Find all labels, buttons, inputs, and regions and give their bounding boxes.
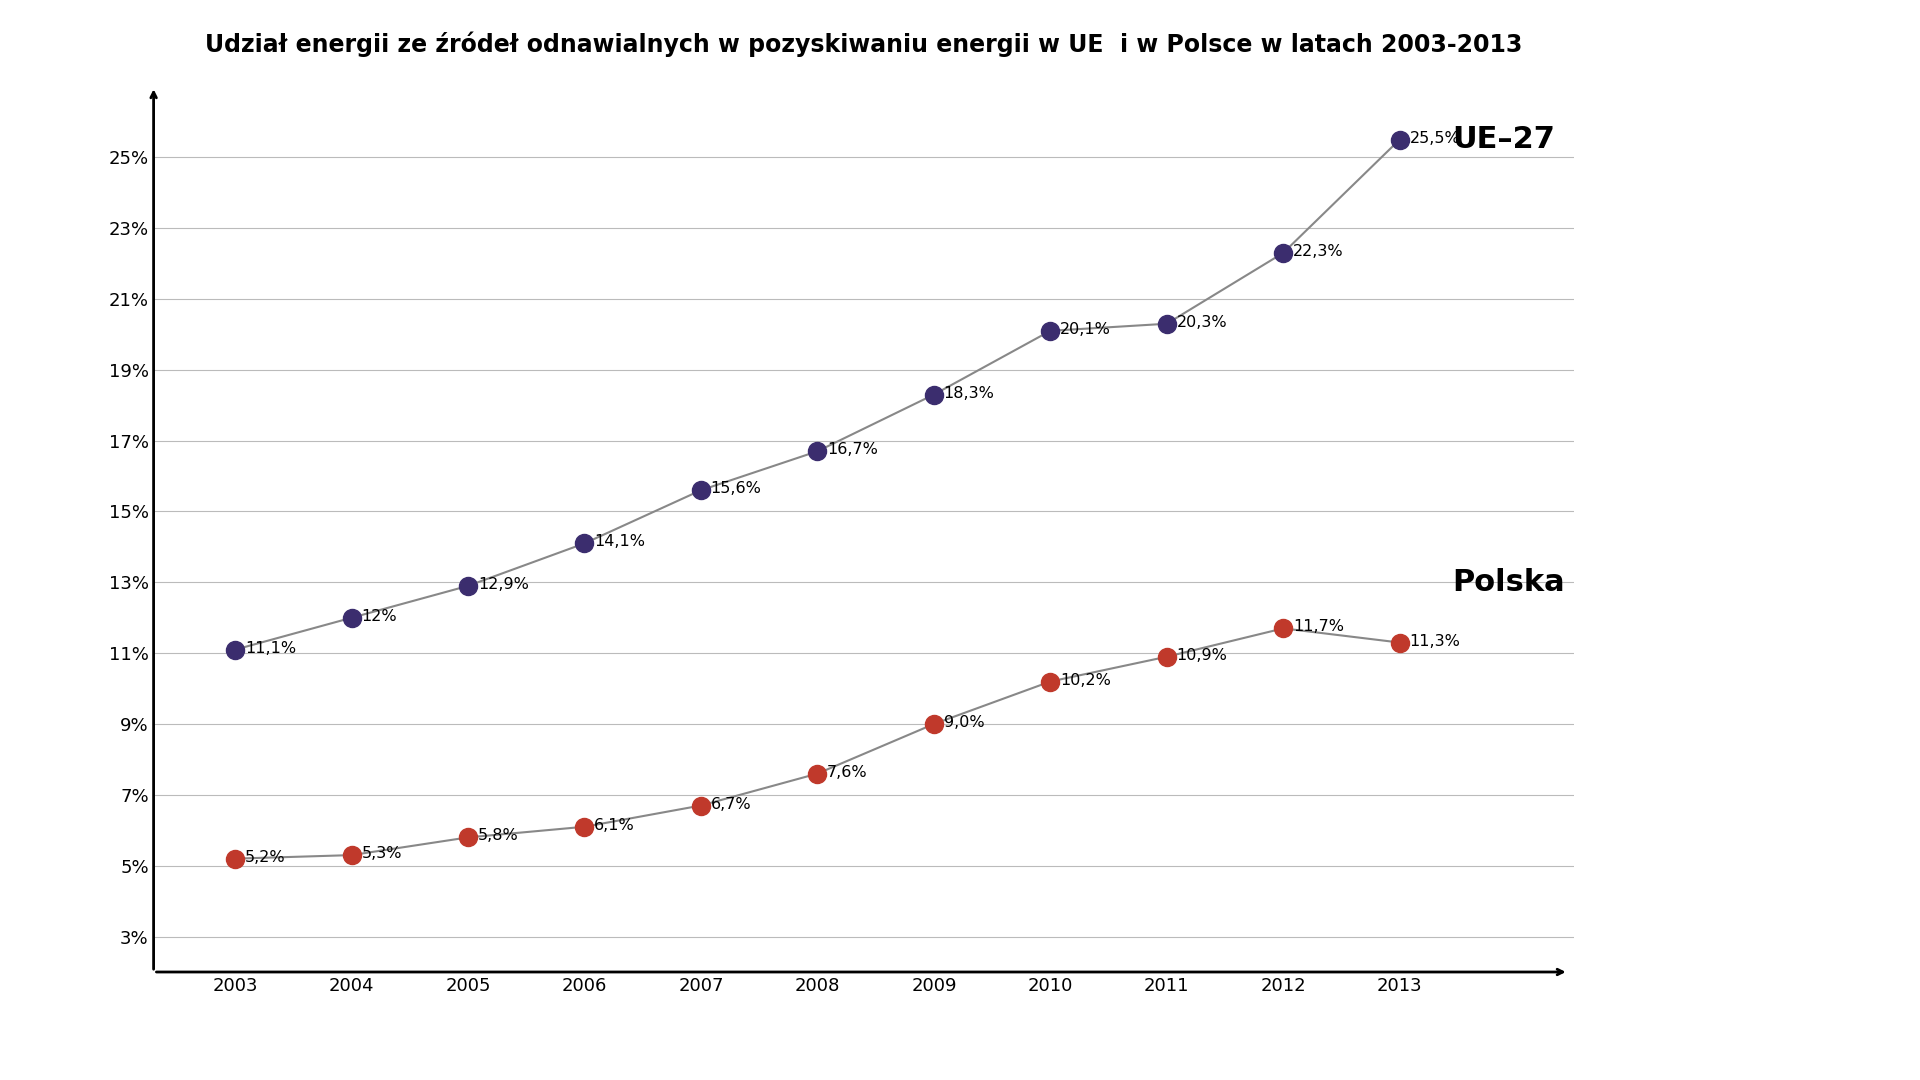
Text: 9,0%: 9,0%: [943, 715, 985, 730]
Text: 11,1%: 11,1%: [246, 640, 296, 656]
Text: Polska: Polska: [1452, 568, 1565, 597]
Point: [453, 577, 484, 594]
Point: [219, 642, 250, 659]
Text: 16,7%: 16,7%: [828, 443, 877, 457]
Point: [219, 850, 250, 867]
Text: 10,9%: 10,9%: [1177, 648, 1227, 663]
Point: [918, 715, 948, 732]
Point: [1152, 315, 1183, 333]
Point: [568, 535, 599, 552]
Text: 20,3%: 20,3%: [1177, 315, 1227, 329]
Text: UE–27: UE–27: [1452, 125, 1555, 154]
Text: 6,1%: 6,1%: [593, 818, 636, 833]
Text: 6,7%: 6,7%: [710, 797, 751, 811]
Text: 5,3%: 5,3%: [361, 847, 401, 861]
Point: [685, 482, 716, 499]
Text: 7,6%: 7,6%: [828, 765, 868, 780]
Point: [1384, 131, 1415, 148]
Point: [1035, 673, 1066, 690]
Point: [1152, 648, 1183, 665]
Text: 14,1%: 14,1%: [593, 535, 645, 550]
Point: [1267, 620, 1298, 637]
Point: [803, 443, 833, 460]
Point: [918, 386, 948, 403]
Point: [336, 609, 367, 626]
Text: 11,3%: 11,3%: [1409, 634, 1461, 649]
Text: 22,3%: 22,3%: [1292, 244, 1344, 259]
Point: [336, 847, 367, 864]
Title: Udział energii ze źródeł odnawialnych w pozyskiwaniu energii w UE  i w Polsce w : Udział energii ze źródeł odnawialnych w …: [205, 31, 1523, 56]
Text: 18,3%: 18,3%: [943, 386, 995, 401]
Point: [1384, 634, 1415, 651]
Text: 20,1%: 20,1%: [1060, 322, 1112, 337]
Point: [1267, 244, 1298, 261]
Text: 12,9%: 12,9%: [478, 577, 528, 592]
Text: 5,2%: 5,2%: [246, 850, 286, 865]
Point: [453, 828, 484, 846]
Text: 12%: 12%: [361, 609, 397, 624]
Point: [803, 765, 833, 782]
Point: [568, 819, 599, 836]
Text: 25,5%: 25,5%: [1409, 131, 1461, 146]
Text: 15,6%: 15,6%: [710, 482, 762, 497]
Text: 10,2%: 10,2%: [1060, 673, 1112, 688]
Text: 5,8%: 5,8%: [478, 828, 518, 843]
Text: 11,7%: 11,7%: [1292, 620, 1344, 634]
Point: [685, 797, 716, 814]
Point: [1035, 322, 1066, 339]
